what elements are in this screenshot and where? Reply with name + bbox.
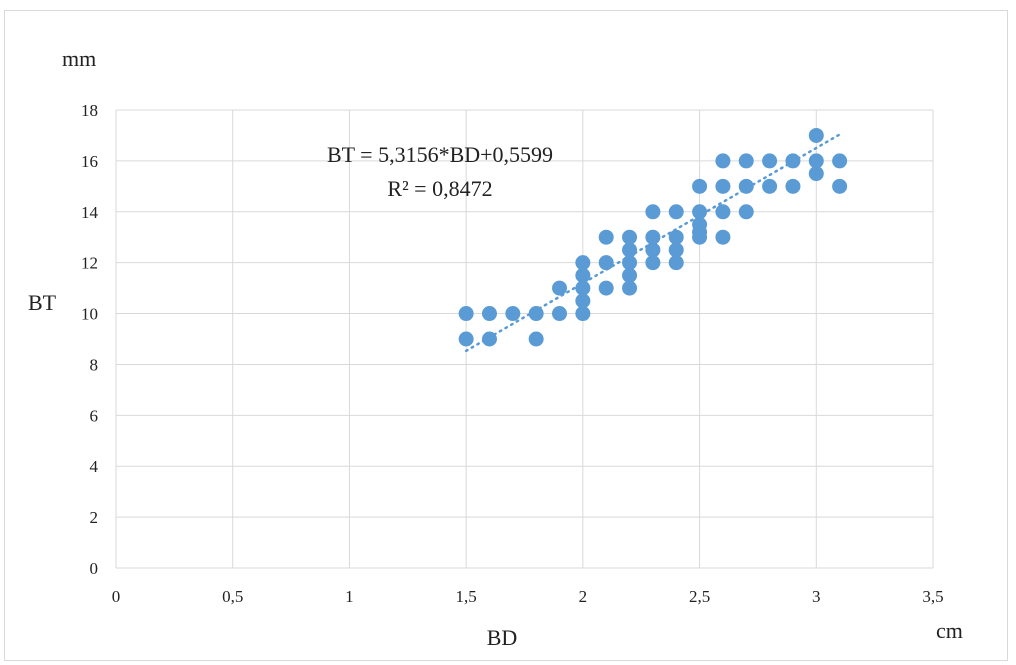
x-tick-label: 2,5: [689, 587, 710, 606]
data-point: [738, 178, 754, 194]
y-tick-label: 10: [81, 305, 98, 324]
y-axis-label: BT: [28, 290, 57, 315]
data-point: [575, 306, 591, 322]
data-point: [738, 153, 754, 169]
data-point: [528, 306, 544, 322]
x-unit-label: cm: [936, 618, 963, 643]
y-tick-label: 4: [90, 457, 99, 476]
data-point: [715, 178, 731, 194]
x-tick-label: 0: [112, 587, 121, 606]
data-point: [481, 331, 497, 347]
data-point: [598, 229, 614, 245]
data-point: [622, 267, 638, 283]
data-point: [505, 306, 521, 322]
y-tick-label: 14: [81, 203, 99, 222]
data-point: [668, 242, 684, 258]
data-point: [645, 204, 661, 220]
data-point: [668, 255, 684, 271]
data-point: [715, 153, 731, 169]
x-tick-label: 2: [579, 587, 588, 606]
y-tick-label: 0: [90, 559, 99, 578]
data-point: [645, 242, 661, 258]
y-tick-label: 6: [90, 406, 99, 425]
data-point: [808, 153, 824, 169]
data-point: [692, 178, 708, 194]
data-points: [458, 127, 848, 347]
data-point: [552, 280, 568, 296]
r-squared-label: R² = 0,8472: [387, 176, 492, 201]
data-point: [598, 280, 614, 296]
data-point: [575, 267, 591, 283]
y-tick-label: 12: [81, 254, 98, 273]
data-point: [575, 293, 591, 309]
data-point: [738, 204, 754, 220]
y-tick-label: 18: [81, 101, 98, 120]
data-point: [715, 204, 731, 220]
x-tick-labels: 0 0,5 1 1,5 2 2,5 3 3,5: [112, 587, 944, 606]
y-tick-label: 16: [81, 152, 98, 171]
data-point: [458, 306, 474, 322]
trendline-equation: BT = 5,3156*BD+0,5599: [327, 142, 553, 167]
data-point: [458, 331, 474, 347]
data-point: [622, 242, 638, 258]
data-point: [552, 306, 568, 322]
data-point: [808, 166, 824, 182]
x-tick-label: 3,5: [922, 587, 943, 606]
chart-frame: [4, 10, 1008, 661]
data-point: [762, 153, 778, 169]
y-unit-label: mm: [62, 46, 96, 71]
data-point: [832, 153, 848, 169]
data-point: [622, 255, 638, 271]
data-point: [575, 255, 591, 271]
data-point: [645, 229, 661, 245]
data-point: [692, 229, 708, 245]
data-point: [715, 229, 731, 245]
data-point: [668, 229, 684, 245]
data-point: [808, 127, 824, 143]
grid: [115, 109, 934, 569]
y-tick-label: 8: [90, 355, 99, 374]
data-point: [598, 255, 614, 271]
data-point: [692, 204, 708, 220]
data-point: [575, 280, 591, 296]
data-point: [645, 255, 661, 271]
y-tick-label: 2: [90, 508, 99, 527]
data-point: [622, 229, 638, 245]
data-point: [528, 331, 544, 347]
x-axis-label: BD: [487, 625, 518, 650]
data-point: [785, 153, 801, 169]
data-point: [762, 178, 778, 194]
x-tick-label: 1,5: [456, 587, 477, 606]
data-point: [622, 280, 638, 296]
x-tick-label: 1: [345, 587, 354, 606]
data-point: [832, 178, 848, 194]
x-tick-label: 3: [812, 587, 821, 606]
y-tick-labels: 0 2 4 6 8 10 12 14 16 18: [81, 101, 99, 578]
data-point: [481, 306, 497, 322]
data-point: [668, 204, 684, 220]
x-tick-label: 0,5: [222, 587, 243, 606]
data-point: [785, 178, 801, 194]
